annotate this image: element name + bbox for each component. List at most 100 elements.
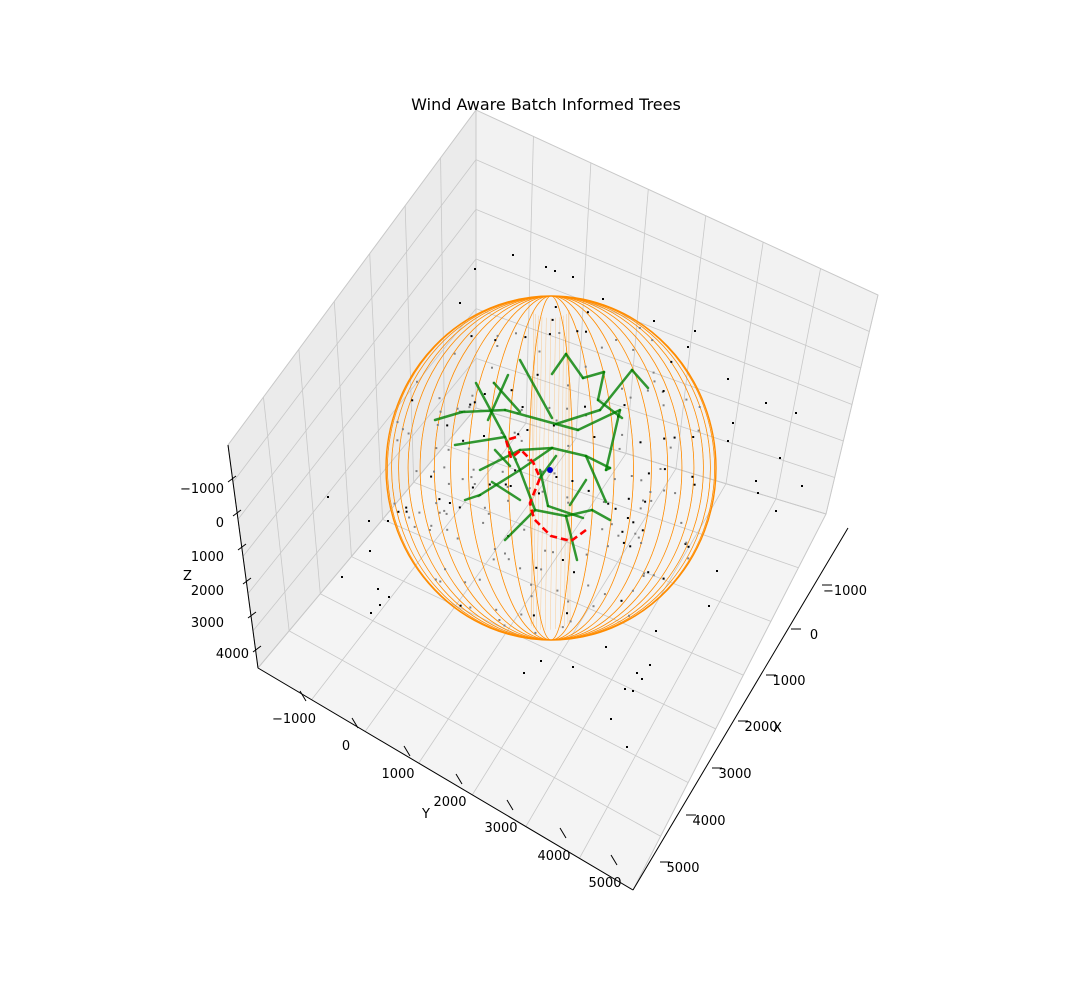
sample-point: [637, 536, 640, 539]
sample-point: [461, 478, 464, 481]
sample-point: [636, 672, 638, 674]
sample-point: [632, 521, 635, 524]
z-tick-label: 0: [216, 516, 224, 531]
grid-line: [311, 422, 527, 700]
sample-point: [685, 398, 688, 401]
sample-point: [468, 406, 471, 409]
sample-point: [408, 516, 411, 519]
sample-point: [541, 470, 544, 473]
tree-edge: [518, 358, 554, 420]
grid-line: [775, 268, 821, 499]
grid-line: [825, 294, 879, 515]
grid-line: [404, 205, 415, 483]
sample-point: [487, 512, 490, 515]
tree-edge: [550, 446, 588, 458]
y-tick-mark: [455, 773, 463, 785]
sample-point: [600, 346, 603, 349]
grid-line: [413, 481, 772, 622]
sample-point: [629, 396, 632, 399]
grid-line: [364, 438, 577, 732]
y-tick-mark: [610, 854, 618, 866]
sphere-meridian: [555, 316, 561, 629]
sample-point: [584, 405, 586, 408]
sample-point: [446, 528, 449, 531]
sample-point: [552, 424, 555, 427]
axis-panes: [227, 108, 879, 891]
tree-edge: [533, 508, 568, 518]
sample-point: [732, 422, 734, 424]
sample-point: [632, 348, 635, 351]
tree-edge: [581, 370, 606, 380]
z-tick-mark: [252, 645, 262, 653]
sample-point: [687, 346, 689, 348]
sample-point: [605, 646, 607, 648]
search-tree: [433, 352, 650, 562]
sample-point: [393, 502, 396, 505]
grid-line: [369, 253, 383, 520]
sample-point: [659, 468, 662, 470]
tree-edge: [538, 454, 558, 480]
grid-line: [475, 357, 835, 478]
z-tick-mark: [242, 577, 252, 585]
sample-point: [613, 478, 616, 481]
sample-point: [473, 483, 476, 485]
sample-point: [405, 510, 408, 513]
z-tick-mark: [227, 475, 237, 483]
sample-point: [401, 428, 404, 431]
sample-point: [640, 542, 643, 544]
sample-point: [430, 524, 433, 527]
sample-point: [503, 624, 506, 627]
tree-edge: [584, 454, 608, 504]
x-axis-line: [632, 527, 849, 891]
sample-point: [698, 406, 701, 408]
x-tick-label: 0: [810, 628, 818, 643]
tree-edge: [550, 352, 568, 376]
y-axis-line: [257, 667, 634, 891]
tree-edge: [596, 370, 606, 402]
sample-point: [586, 311, 589, 314]
sample-point: [566, 496, 569, 499]
sample-point: [506, 485, 509, 488]
sample-point: [456, 407, 459, 410]
grid-line: [440, 157, 446, 446]
grid-line: [237, 209, 477, 520]
sample-point: [435, 447, 438, 450]
sample-point: [341, 576, 343, 578]
sample-point: [418, 511, 421, 514]
sample-point: [536, 373, 539, 376]
sample-point: [642, 499, 644, 502]
sphere-meridian: [568, 309, 571, 623]
sample-point: [397, 510, 400, 513]
z-tick-mark: [247, 611, 257, 619]
sample-point: [464, 581, 467, 584]
sample-point: [435, 502, 438, 505]
grid-line: [257, 407, 477, 669]
sample-point: [646, 389, 649, 392]
sample-point: [795, 412, 797, 414]
sample-point: [411, 399, 414, 402]
sample-point: [501, 470, 504, 473]
sample-point: [507, 558, 510, 561]
grid-line: [444, 444, 799, 569]
sample-point: [572, 666, 574, 668]
sample-point: [651, 339, 654, 342]
sample-point: [523, 672, 525, 674]
sample-point: [416, 380, 418, 383]
sample-point: [663, 468, 666, 471]
sample-point: [627, 497, 630, 500]
sample-point: [448, 502, 451, 504]
sample-point: [555, 419, 558, 422]
tree-edge: [518, 446, 554, 472]
sample-point: [615, 339, 618, 341]
sample-point: [456, 537, 459, 540]
sample-point: [471, 486, 474, 489]
sample-point: [515, 332, 517, 335]
sample-point: [496, 345, 499, 347]
sample-point: [576, 330, 579, 333]
sample-point: [628, 614, 630, 617]
sample-point: [520, 613, 523, 616]
z-tick-label: −1000: [180, 482, 224, 497]
grid-line: [579, 498, 777, 859]
sample-point: [494, 339, 497, 342]
sample-point: [530, 595, 533, 598]
